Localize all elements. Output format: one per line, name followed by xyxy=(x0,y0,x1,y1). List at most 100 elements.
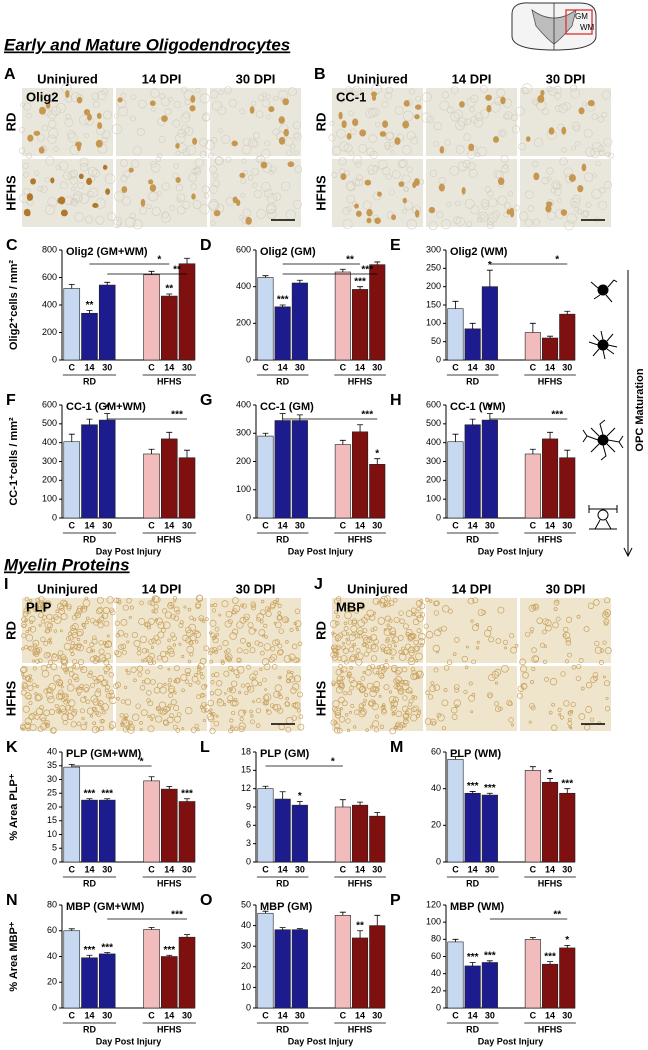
texture xyxy=(551,702,555,707)
texture xyxy=(240,603,244,608)
texture xyxy=(199,138,208,147)
texture xyxy=(590,147,600,158)
x-tick-label: C xyxy=(340,1010,347,1020)
texture xyxy=(594,640,600,647)
cell xyxy=(83,108,91,116)
x-tick-label: C xyxy=(262,1010,269,1020)
stain-label: Olig2 xyxy=(26,89,59,104)
texture xyxy=(147,600,153,606)
texture xyxy=(184,667,191,675)
significance: *** xyxy=(84,788,96,799)
bar xyxy=(559,947,576,1009)
texture xyxy=(46,663,51,669)
texture xyxy=(196,594,203,602)
group-label: HFHS xyxy=(538,376,563,386)
significance: *** xyxy=(484,783,496,794)
texture xyxy=(178,642,182,646)
bar xyxy=(257,788,274,863)
error-bar xyxy=(296,928,303,930)
x-tick-label: 30 xyxy=(102,520,112,530)
texture xyxy=(104,173,116,185)
texture xyxy=(53,616,62,624)
chart-title: CC-1 (GM+WM) xyxy=(66,401,146,413)
texture xyxy=(253,132,260,140)
texture xyxy=(38,623,42,627)
texture xyxy=(128,720,133,726)
cell xyxy=(189,105,196,112)
texture xyxy=(467,162,476,171)
micrograph xyxy=(208,597,303,666)
x-tick-label: 14 xyxy=(545,362,555,372)
cell xyxy=(78,173,84,179)
bar xyxy=(542,781,559,863)
texture xyxy=(125,668,129,672)
texture xyxy=(213,720,220,727)
texture xyxy=(503,113,510,120)
texture xyxy=(259,619,264,624)
texture xyxy=(546,167,554,175)
bar xyxy=(481,962,498,1009)
texture xyxy=(155,617,163,625)
texture xyxy=(402,683,410,691)
texture xyxy=(395,666,403,674)
error-bar xyxy=(279,304,286,307)
texture xyxy=(511,125,521,134)
texture xyxy=(109,609,116,616)
texture xyxy=(348,710,353,714)
texture xyxy=(120,619,128,626)
texture xyxy=(199,618,203,622)
cell xyxy=(175,177,181,183)
texture xyxy=(22,624,27,628)
texture xyxy=(342,218,353,229)
texture xyxy=(442,605,450,613)
texture xyxy=(395,722,400,728)
cell xyxy=(268,106,275,113)
texture xyxy=(603,618,610,625)
texture xyxy=(137,672,143,677)
texture xyxy=(105,641,112,648)
texture xyxy=(285,640,289,644)
texture xyxy=(375,670,380,675)
texture xyxy=(241,603,248,609)
texture xyxy=(495,706,501,713)
texture xyxy=(133,678,137,683)
texture xyxy=(357,633,363,639)
texture xyxy=(452,652,457,657)
bar xyxy=(334,444,351,519)
texture xyxy=(288,87,297,96)
error-bar xyxy=(486,269,493,287)
texture xyxy=(196,680,201,685)
y-tick-label: 400 xyxy=(236,399,251,409)
x-tick-label: 30 xyxy=(372,362,382,372)
micrograph xyxy=(20,596,116,666)
texture xyxy=(199,672,203,676)
texture xyxy=(169,205,176,211)
cell xyxy=(231,140,238,147)
texture xyxy=(555,616,561,622)
texture xyxy=(76,721,82,727)
bar xyxy=(524,332,541,361)
texture xyxy=(98,640,104,646)
error-bar xyxy=(564,788,571,794)
cell xyxy=(190,95,196,103)
bar xyxy=(481,794,498,863)
texture xyxy=(22,611,29,617)
texture xyxy=(120,159,128,167)
texture xyxy=(393,616,400,624)
chart-title: CC-1 (GM) xyxy=(260,401,314,413)
texture xyxy=(398,610,404,616)
texture xyxy=(41,124,49,132)
texture xyxy=(173,615,180,622)
texture xyxy=(405,628,413,636)
texture xyxy=(210,712,214,716)
bar xyxy=(98,284,116,361)
cell xyxy=(545,204,552,213)
texture xyxy=(47,197,58,208)
bar xyxy=(63,288,81,361)
texture xyxy=(290,671,294,675)
texture xyxy=(604,611,608,616)
micrograph xyxy=(421,85,521,159)
texture xyxy=(481,202,490,210)
texture xyxy=(167,667,171,671)
texture xyxy=(544,676,550,682)
